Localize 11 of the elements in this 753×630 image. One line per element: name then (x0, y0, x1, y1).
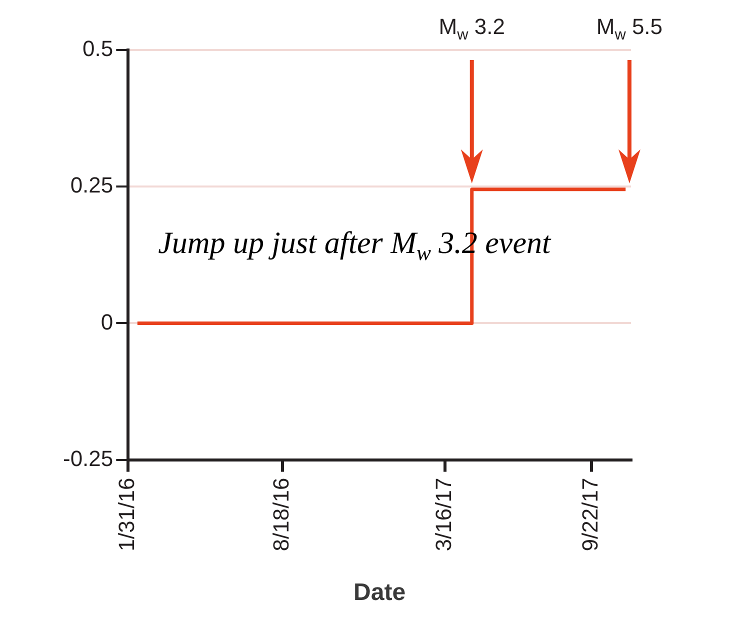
y-tick-label: 0.5 (82, 36, 114, 62)
y-tick-label: 0.25 (70, 172, 114, 198)
ref-line-label: M$_{w}$ 3.2 (438, 14, 505, 44)
y-tick-label: 0 (100, 309, 114, 334)
ref-line-label: M$_{w}$ 5.5 (596, 14, 663, 44)
x-tick-label: 8/18/16 (268, 478, 294, 552)
x-axis-title: Date (354, 579, 406, 606)
x-tick-label: 1/31/16 (114, 478, 140, 552)
x-tick-label: 9/22/17 (578, 478, 603, 552)
y-tick-label: -0.25 (62, 446, 114, 471)
x-tick-label: 3/16/17 (430, 478, 456, 552)
